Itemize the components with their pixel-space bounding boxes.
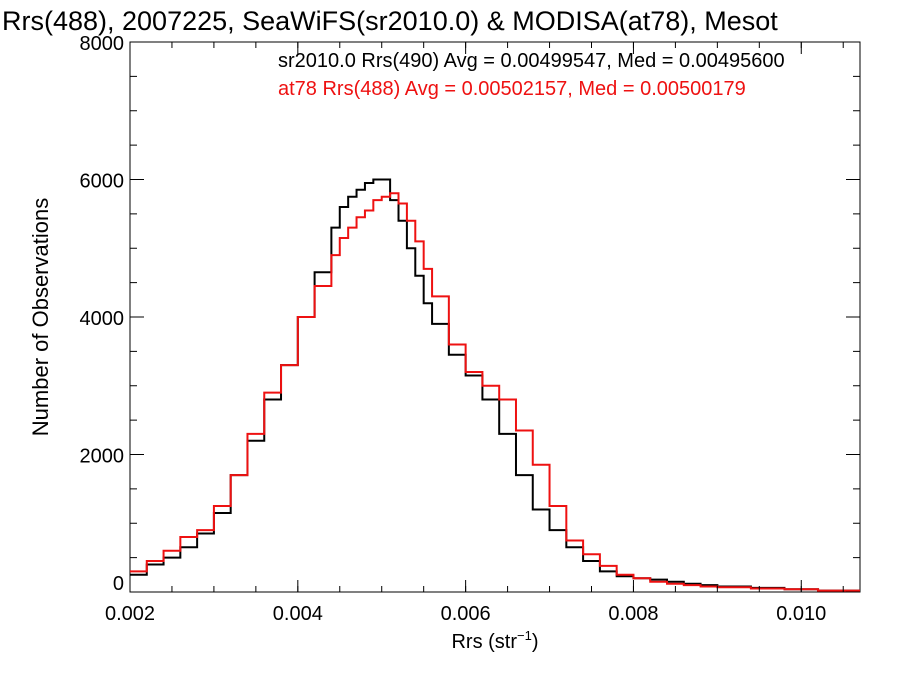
y-tick-label: 6000 [80,171,125,193]
x-tick-label: 0.008 [608,603,658,625]
x-axis-label-main: Rrs (str [451,631,517,653]
y-tick-label: 2000 [80,446,125,468]
x-tick-label: 0.006 [441,603,491,625]
x-tick-label: 0.004 [273,603,323,625]
y-tick-label: 4000 [80,308,125,330]
x-axis-label: Rrs (str−1) [451,628,538,653]
series-line-black [130,178,860,592]
series-layer [130,178,860,592]
x-axis-label-superscript: −1 [517,628,532,643]
legend-entry-black: sr2010.0 Rrs(490) Avg = 0.00499547, Med … [278,50,785,72]
x-tick-label: 0.010 [776,603,826,625]
plot-frame [129,41,861,593]
chart-title: Rrs(488), 2007225, SeaWiFS(sr2010.0) & M… [2,6,778,36]
legend-entry-red: at78 Rrs(488) Avg = 0.00502157, Med = 0.… [278,78,746,100]
x-tick-label: 0.002 [105,603,155,625]
y-tick-label: 8000 [80,33,125,55]
y-axis-label: Number of Observations [28,198,53,436]
y-tick-label: 0 [113,573,124,595]
series-line-red [130,192,860,592]
tick-layer: 0.002 0.004 0.006 0.008 0.010 0 2000 4000 6000 80… [80,33,860,625]
legend: sr2010.0 Rrs(490) Avg = 0.00499547, Med … [278,50,785,100]
plot-area: 0.002 0.004 0.006 0.008 0.010 0 2000 4000 6000 80… [80,33,861,625]
x-axis-label-close: ) [532,631,539,653]
